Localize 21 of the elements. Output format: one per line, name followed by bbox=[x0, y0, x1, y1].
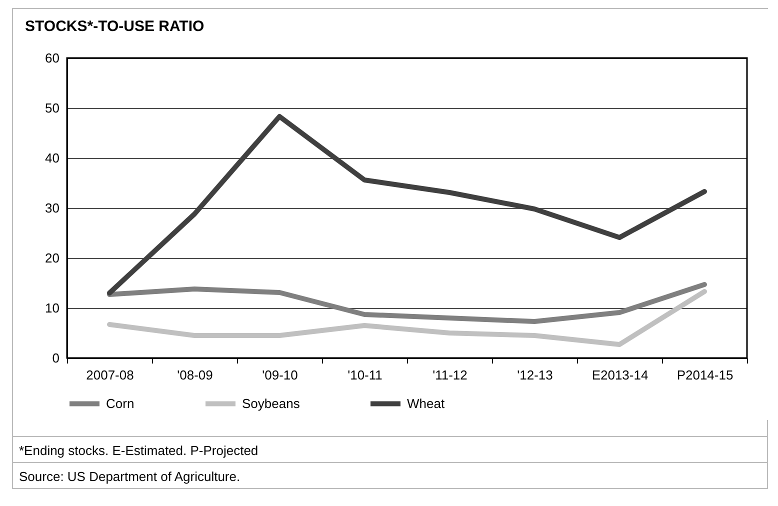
y-tick-label: 40 bbox=[45, 150, 60, 166]
x-tick-label: E2013-14 bbox=[592, 368, 648, 382]
x-tick-label: P2014-15 bbox=[676, 368, 734, 382]
legend-label: Soybeans bbox=[242, 396, 300, 411]
y-tick-label: 50 bbox=[45, 100, 60, 116]
x-tick-label: '12-13 bbox=[517, 368, 553, 382]
text: *Ending stocks. E-Estimated. P-Projected bbox=[13, 436, 767, 462]
x-tick-label: '09-10 bbox=[262, 368, 298, 382]
x-tick-label: 2007-08 bbox=[86, 368, 134, 382]
legend-label: Wheat bbox=[407, 396, 445, 411]
y-tick-label: 30 bbox=[45, 200, 60, 216]
y-tick-label: 10 bbox=[45, 300, 60, 316]
y-tick-label: 20 bbox=[45, 250, 60, 266]
x-tick-label: '11-12 bbox=[432, 368, 468, 382]
legend-label: Corn bbox=[106, 396, 134, 411]
y-tick-label: 0 bbox=[52, 350, 60, 366]
source-note: Source: US Department of Agriculture. bbox=[13, 462, 767, 488]
y-tick-label: 60 bbox=[45, 50, 60, 66]
x-tick-label: '10-11 bbox=[348, 368, 382, 382]
chart-title: STOCKS*-TO-USE RATIO bbox=[25, 18, 205, 35]
x-tick-label: '08-09 bbox=[177, 368, 213, 382]
